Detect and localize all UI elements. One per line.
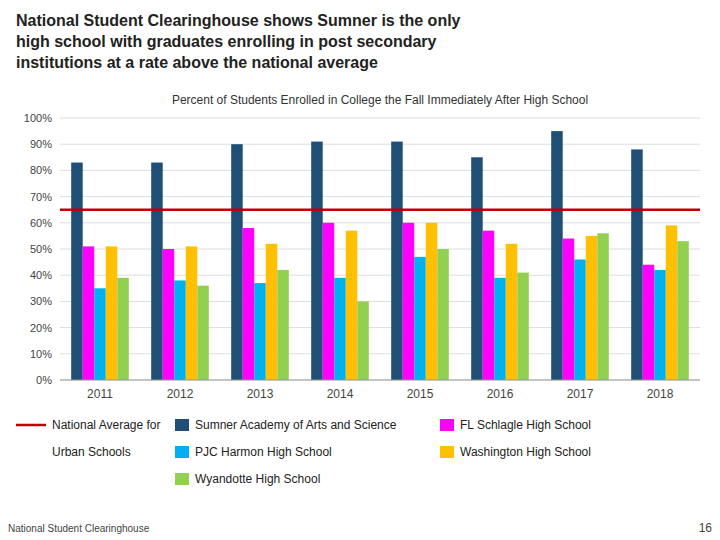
bar (163, 249, 175, 380)
bar (243, 228, 255, 380)
bar (266, 244, 278, 380)
reference-line (60, 208, 700, 211)
series (106, 223, 678, 380)
title-line: institutions at a rate above the nationa… (16, 54, 378, 71)
bar (277, 270, 289, 380)
legend-swatch (440, 446, 454, 458)
x-tick-label: 2013 (247, 387, 274, 401)
bar (551, 131, 563, 380)
title-line: high school with graduates enrolling in … (16, 33, 437, 50)
bar (151, 163, 163, 380)
chart: National Student Clearinghouse shows Sum… (0, 0, 720, 540)
legend-label-line: Urban Schools (52, 445, 131, 459)
legend-label-line: National Average for (52, 418, 161, 432)
y-tick-label: 60% (30, 217, 52, 229)
legend-label: Sumner Academy of Arts and Science (195, 418, 397, 432)
bar (94, 288, 106, 380)
bar (666, 225, 678, 380)
bar (71, 163, 83, 380)
x-axis-line (60, 380, 700, 381)
bar (597, 233, 609, 380)
bar (117, 278, 129, 380)
x-tick-label: 2018 (647, 387, 674, 401)
series (117, 233, 689, 380)
bar (677, 241, 689, 380)
legend-swatch (440, 419, 454, 431)
legend-swatch (175, 446, 189, 458)
title: National Student Clearinghouse shows Sum… (16, 12, 461, 71)
bar (83, 246, 95, 380)
grid-line (60, 380, 700, 381)
bar (311, 142, 323, 380)
legend-label: PJC Harmon High School (195, 445, 332, 459)
bar (323, 223, 335, 380)
y-tick-label: 90% (30, 138, 52, 150)
bar (197, 286, 209, 380)
bar (631, 149, 643, 380)
bar (643, 265, 655, 380)
footer: National Student Clearinghouse (8, 523, 150, 534)
marks (60, 131, 700, 380)
legend-label: Wyandotte High School (195, 472, 320, 486)
legend-swatch (16, 424, 46, 427)
bar (346, 231, 358, 380)
series (71, 131, 643, 380)
series (83, 223, 655, 380)
x-tick-label: 2016 (487, 387, 514, 401)
grid-line (60, 118, 700, 119)
bar (186, 246, 198, 380)
bar (586, 236, 598, 380)
bar (254, 283, 266, 380)
bar (563, 239, 575, 380)
x-tick-label: 2015 (407, 387, 434, 401)
y-tick-label: 100% (24, 112, 52, 124)
legend-label: FL Schlagle High School (460, 418, 591, 432)
legend-label: National Average for Urban Schools (52, 418, 161, 459)
bar (494, 278, 506, 380)
bar (574, 259, 586, 380)
grid (60, 118, 700, 380)
page-number: 16 (699, 521, 713, 535)
legend-label: Washington High School (460, 445, 591, 459)
series (94, 257, 666, 380)
bar (426, 223, 438, 380)
x-tick-label: 2017 (567, 387, 594, 401)
grid-line (60, 144, 700, 145)
legend-swatch (175, 419, 189, 431)
y-tick-label: 0% (36, 374, 52, 386)
y-tick-label: 40% (30, 269, 52, 281)
y-tick-label: 80% (30, 164, 52, 176)
y-tick-label: 30% (30, 295, 52, 307)
legend-swatch (175, 473, 189, 485)
bar (106, 246, 118, 380)
bar (506, 244, 518, 380)
bar (231, 144, 243, 380)
bar (471, 157, 483, 380)
y-tick-label: 70% (30, 191, 52, 203)
bar (483, 231, 495, 380)
x-tick-label: 2011 (87, 387, 113, 401)
title-line: National Student Clearinghouse shows Sum… (16, 12, 461, 29)
x-tick-label: 2012 (167, 387, 194, 401)
bar (174, 280, 186, 380)
background (0, 0, 720, 540)
y-tick-label: 50% (30, 243, 52, 255)
bar (654, 270, 666, 380)
bar (403, 223, 415, 380)
bar (517, 273, 529, 380)
bar (357, 301, 369, 380)
x-tick-label: 2014 (327, 387, 354, 401)
bar (437, 249, 449, 380)
y-tick-label: 20% (30, 322, 52, 334)
bar (334, 278, 346, 380)
subtitle: Percent of Students Enrolled in College … (172, 93, 588, 107)
bar (414, 257, 426, 380)
y-tick-label: 10% (30, 348, 52, 360)
bar (391, 142, 403, 380)
legend: National Average for Urban Schools Sumner … (16, 418, 591, 486)
